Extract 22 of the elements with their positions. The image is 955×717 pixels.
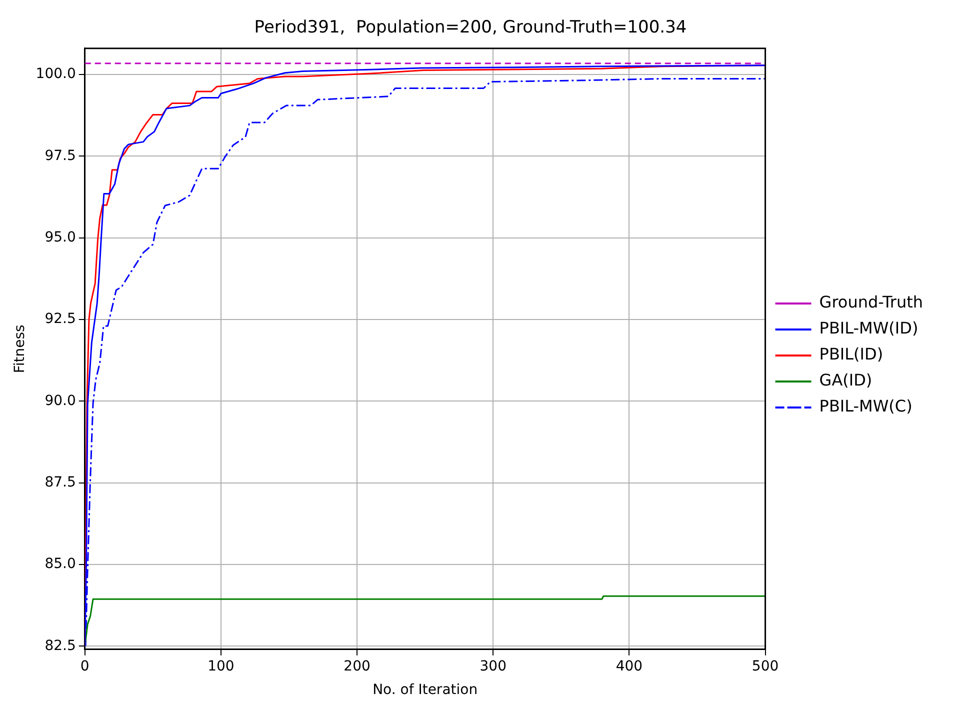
legend-label: GA(ID) [819, 370, 872, 390]
y-tick-label: 100.0 [36, 66, 76, 82]
y-tick-label: 87.5 [44, 474, 76, 490]
legend-label: PBIL-MW(ID) [819, 318, 918, 338]
y-tick-label: 95.0 [44, 229, 76, 246]
legend-label: PBIL-MW(C) [819, 396, 912, 416]
x-axis-title: No. of Iteration [372, 682, 478, 698]
y-tick-label: 85.0 [44, 556, 76, 572]
y-tick-label: 92.5 [44, 311, 76, 328]
y-tick-label: 90.0 [44, 392, 76, 409]
x-tick-label: 200 [344, 658, 370, 674]
x-tick-label: 100 [208, 658, 234, 674]
x-tick-label: 500 [752, 658, 779, 674]
x-tick-label: 400 [616, 658, 643, 674]
y-tick-label: 82.5 [44, 638, 76, 654]
y-tick-label: 97.5 [44, 148, 76, 164]
x-tick-label: 300 [480, 658, 506, 674]
chart-title: Period391, Population=200, Ground-Truth=100.34 [254, 18, 687, 38]
y-axis-title: Fitness [12, 324, 28, 374]
legend-label: PBIL(ID) [819, 344, 884, 364]
x-tick-label: 0 [80, 658, 90, 674]
legend-label: Ground-Truth [819, 292, 924, 312]
